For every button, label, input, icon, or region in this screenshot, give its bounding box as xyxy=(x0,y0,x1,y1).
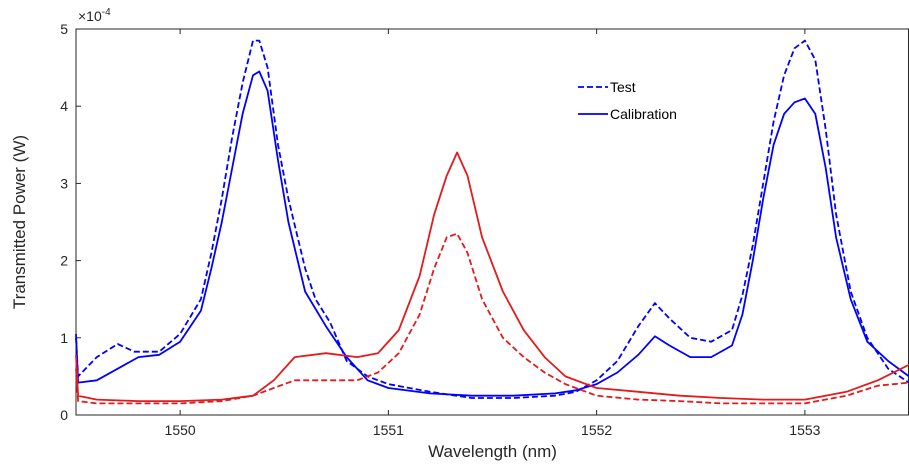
legend-label-test: Test xyxy=(610,79,636,95)
y-axis-ticks: 0 1 2 3 4 5 xyxy=(60,21,81,423)
x-axis-label: Wavelength (nm) xyxy=(428,442,557,461)
y-tick-label: 1 xyxy=(60,330,68,346)
series-layer xyxy=(75,39,909,405)
legend: Test Calibration xyxy=(578,79,677,122)
plot-frame xyxy=(75,28,909,416)
plot-area: 1550 1551 1552 1553 0 1 2 3 4 5 xyxy=(60,21,909,438)
x-tick-label: 1550 xyxy=(165,422,196,438)
x-tick-label: 1553 xyxy=(789,422,820,438)
x-axis-ticks: 1550 1551 1552 1553 xyxy=(165,29,821,438)
y-tick-label: 0 xyxy=(60,407,68,423)
y-tick-label: 5 xyxy=(60,21,68,37)
y-axis-exponent: ×10-4 xyxy=(78,7,111,24)
y-axis-label: Transmitted Power (W) xyxy=(10,135,29,309)
y-tick-label: 3 xyxy=(60,175,68,191)
x-tick-label: 1551 xyxy=(373,422,404,438)
y-tick-label: 2 xyxy=(60,253,68,269)
series-red-calibration xyxy=(75,151,909,403)
series-red-test xyxy=(75,232,909,405)
series-blue-calibration xyxy=(75,70,909,397)
legend-label-calibration: Calibration xyxy=(610,106,677,122)
series-blue-test xyxy=(75,39,909,399)
x-tick-label: 1552 xyxy=(581,422,612,438)
y-tick-label: 4 xyxy=(60,98,68,114)
